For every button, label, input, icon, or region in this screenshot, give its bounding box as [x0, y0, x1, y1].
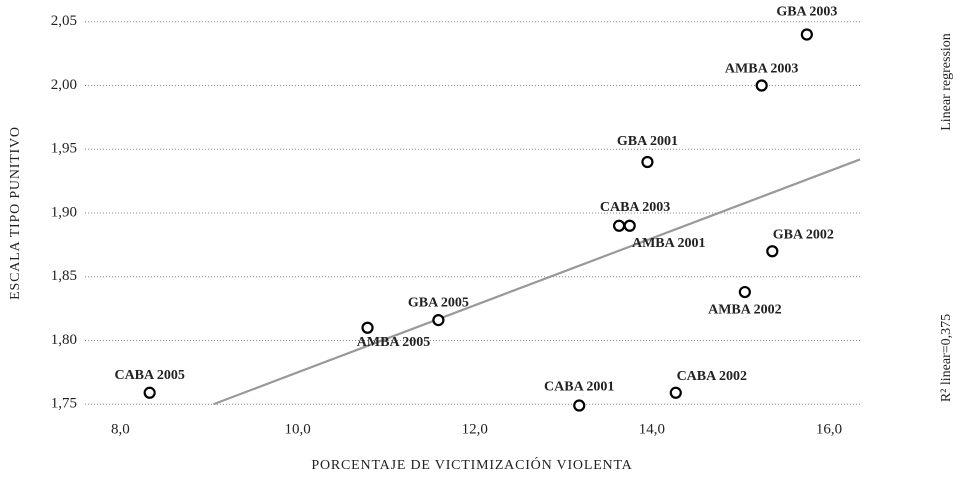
point-label: AMBA 2001 [632, 236, 706, 251]
point-label: CABA 2003 [600, 200, 670, 215]
y-tick-label: 1,95 [51, 141, 77, 157]
point [623, 219, 636, 232]
point [738, 285, 751, 299]
point [432, 314, 445, 327]
x-tick-label: 10,0 [284, 421, 310, 437]
x-tick-label: 12,0 [462, 421, 488, 437]
x-axis-title: PORCENTAJE DE VICTIMIZACIÓN VIOLENTA [311, 456, 632, 473]
y-tick-label: 1,85 [51, 268, 77, 284]
point-label: AMBA 2003 [725, 62, 799, 77]
r2-legend: R² linear=0,375 [939, 314, 954, 402]
point-label: GBA 2002 [773, 227, 834, 242]
point [612, 219, 626, 232]
point-label: AMBA 2002 [708, 302, 782, 317]
y-tick-label: 1,75 [51, 396, 77, 412]
x-tick-label: 14,0 [639, 421, 665, 437]
point-label: GBA 2003 [776, 5, 837, 20]
point [573, 399, 586, 412]
regression-line [213, 158, 861, 406]
y-tick-label: 2,05 [51, 13, 77, 29]
point [800, 28, 813, 41]
point-label: CABA 2005 [114, 368, 184, 383]
point [669, 386, 682, 399]
point [766, 245, 779, 258]
point [143, 386, 156, 399]
point-label: AMBA 2005 [357, 335, 431, 350]
x-tick-label: 8,0 [111, 421, 130, 437]
fit-legend: Linear regression [939, 33, 954, 131]
point-label: CABA 2002 [677, 369, 747, 384]
y-tick-label: 1,80 [51, 332, 77, 348]
point [641, 155, 654, 169]
point [361, 321, 374, 334]
y-tick-label: 2,00 [51, 77, 77, 93]
y-axis-title: ESCALA TIPO PUNITIVO [8, 126, 23, 300]
point-label: GBA 2001 [617, 134, 678, 149]
y-tick-label: 1,90 [51, 204, 77, 220]
point [755, 79, 768, 92]
x-tick-label: 16,0 [816, 421, 842, 437]
point-label: CABA 2001 [544, 380, 614, 395]
point-label: GBA 2005 [408, 295, 469, 310]
